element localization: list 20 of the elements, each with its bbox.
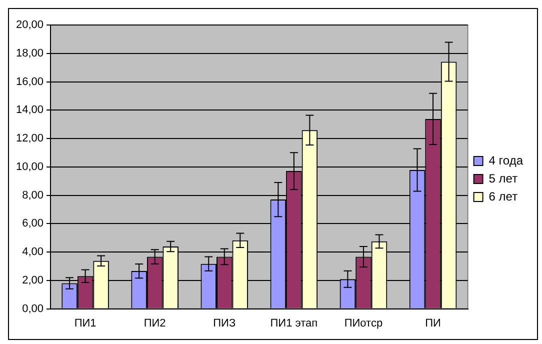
y-tick-label: 14,00 xyxy=(16,104,44,116)
y-tick-label: 16,00 xyxy=(16,76,44,88)
y-tick-label: 8,00 xyxy=(22,189,44,202)
x-tick-label: ПИ xyxy=(425,317,441,330)
legend-label: 4 года xyxy=(488,153,524,168)
y-tick-label: 6,00 xyxy=(22,218,44,230)
x-tick-label: ПИЗ xyxy=(213,317,236,330)
legend-label: 6 лет xyxy=(488,189,518,204)
x-tick-label: ПИ2 xyxy=(144,317,166,330)
y-tick-label: 20,00 xyxy=(16,19,44,32)
y-tick-label: 0,00 xyxy=(22,302,44,315)
x-tick-label: ПИ1 xyxy=(74,317,96,330)
y-tick-label: 12,00 xyxy=(16,132,44,145)
y-tick-label: 4,00 xyxy=(22,246,44,258)
x-tick-label: ПИотср xyxy=(344,317,383,330)
x-tick-label: ПИ1 этап xyxy=(270,317,318,330)
y-tick-label: 10,00 xyxy=(16,160,44,173)
y-tick-label: 2,00 xyxy=(22,274,44,286)
legend-label: 5 лет xyxy=(488,171,518,186)
y-tick-label: 18,00 xyxy=(16,47,44,60)
